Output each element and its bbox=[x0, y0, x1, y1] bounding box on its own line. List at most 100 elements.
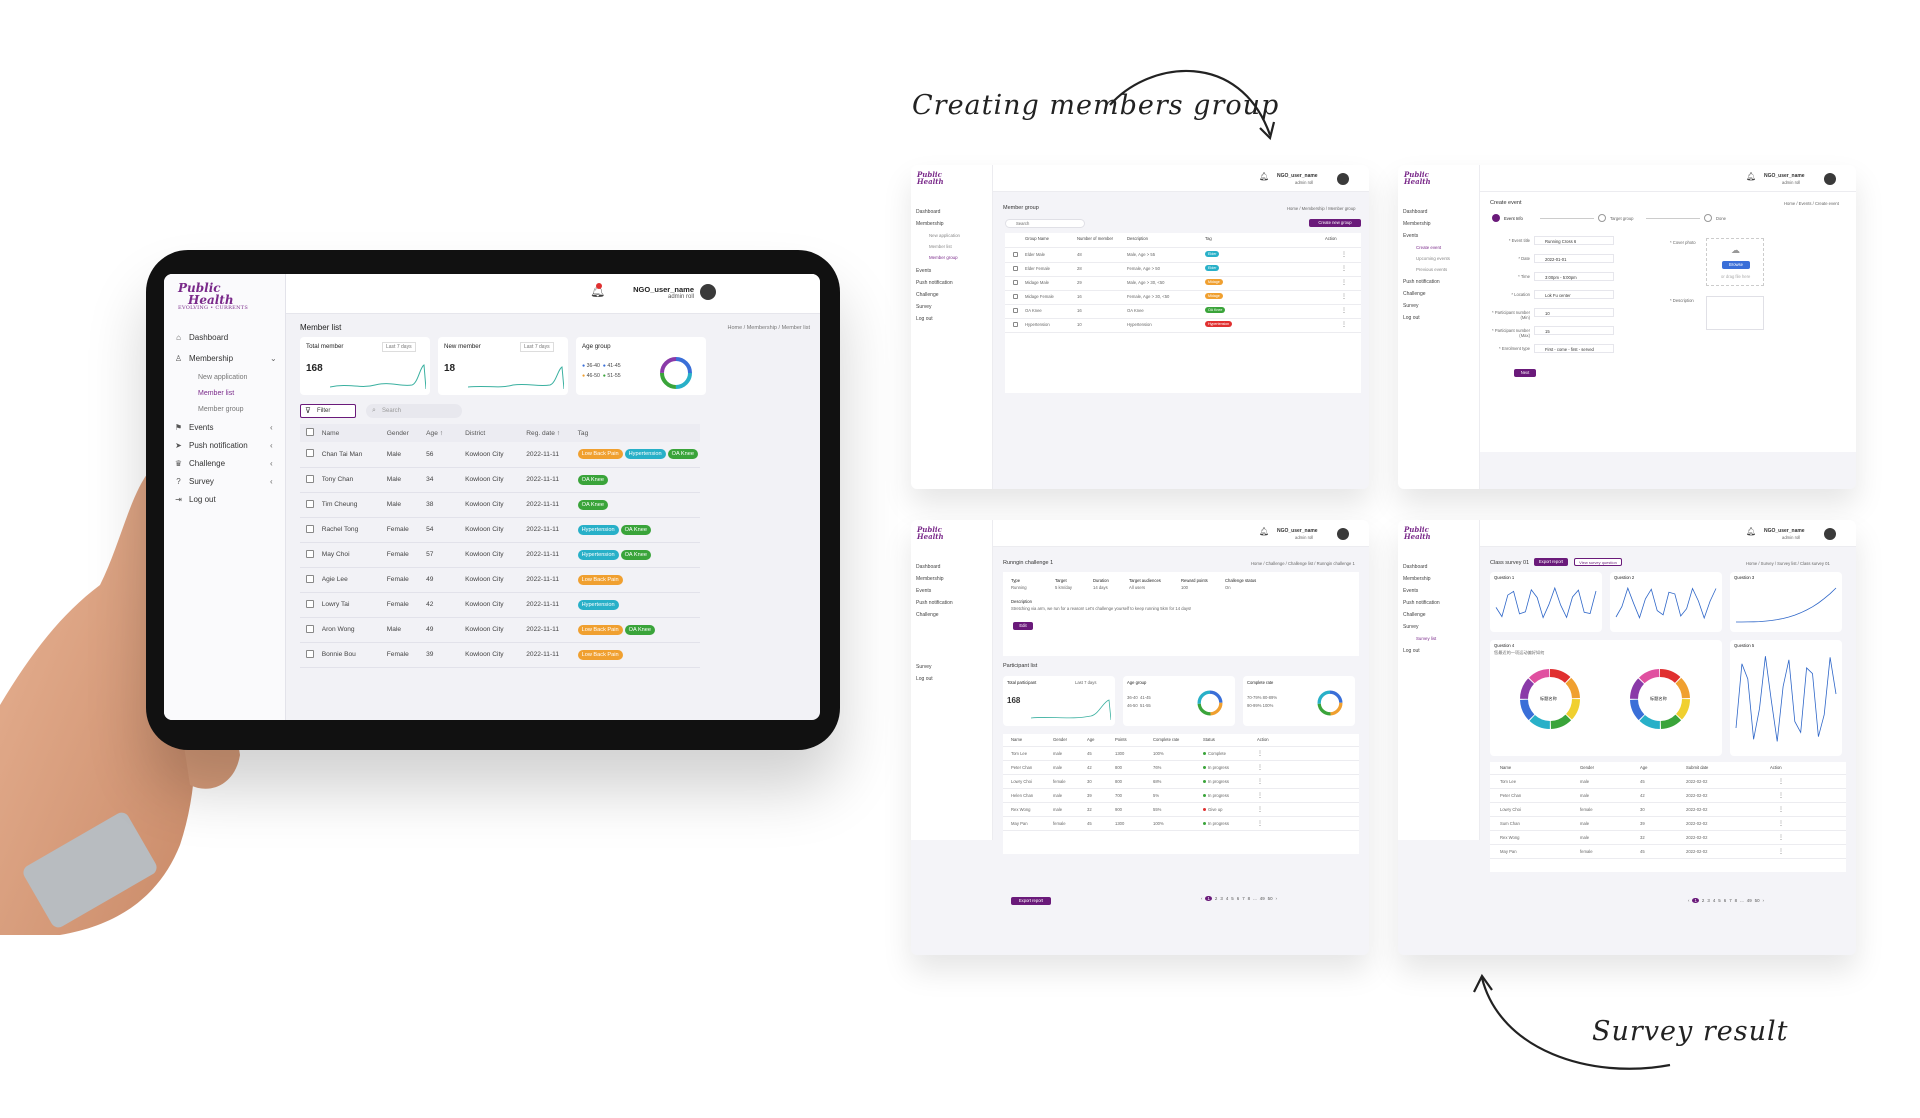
table-row[interactable]: Chan Tai Man Male 56 Kowloon City 2022-11-11… bbox=[300, 442, 700, 468]
col-tag[interactable]: Tag bbox=[577, 424, 700, 442]
more-icon[interactable]: ⋮ bbox=[1257, 765, 1263, 771]
avatar[interactable] bbox=[1824, 528, 1836, 540]
field-input[interactable]: 10 bbox=[1534, 308, 1614, 317]
col-header[interactable]: Points bbox=[1115, 737, 1127, 742]
page-item[interactable]: 49 bbox=[1259, 896, 1265, 901]
table-row[interactable]: Aron Wong Male 49 Kowloon City 2022-11-11 Low… bbox=[300, 617, 700, 643]
sidebar-item-events[interactable]: Events bbox=[1403, 588, 1419, 594]
checkbox[interactable] bbox=[306, 549, 314, 558]
sidebar-item-membership[interactable]: Membership bbox=[916, 221, 944, 227]
sidebar-item-push-notification[interactable]: Push notification bbox=[916, 280, 953, 286]
checkbox[interactable] bbox=[306, 499, 314, 508]
page-item[interactable]: 5 bbox=[1718, 898, 1721, 903]
next-button[interactable]: Next bbox=[1514, 369, 1536, 377]
more-icon[interactable]: ⋮ bbox=[1341, 252, 1347, 258]
col-header[interactable]: Name bbox=[1011, 737, 1023, 742]
sidebar-item-logout[interactable]: Log out bbox=[916, 676, 933, 682]
field-input[interactable]: 2022-01-01 bbox=[1534, 254, 1614, 263]
more-icon[interactable]: ⋮ bbox=[1778, 821, 1784, 827]
sidebar-item-challenge[interactable]: Challenge bbox=[916, 292, 939, 298]
avatar[interactable] bbox=[1337, 528, 1349, 540]
sidebar-item-survey[interactable]: Survey bbox=[1403, 624, 1419, 630]
col-age[interactable]: Age ↑ bbox=[426, 424, 466, 442]
range-select[interactable]: Last 7 days bbox=[520, 342, 554, 352]
col-header[interactable]: Submit date bbox=[1686, 765, 1709, 770]
more-icon[interactable]: ⋮ bbox=[1257, 779, 1263, 785]
page-item[interactable]: 2 bbox=[1214, 896, 1218, 901]
more-icon[interactable]: ⋮ bbox=[1257, 821, 1263, 827]
create-group-button[interactable]: Create new group bbox=[1309, 219, 1361, 227]
bell-icon[interactable]: 🔔︎ bbox=[1259, 172, 1270, 181]
page-item[interactable]: 7 bbox=[1729, 898, 1732, 903]
sidebar-item-survey[interactable]: Survey bbox=[916, 304, 932, 310]
row-select[interactable] bbox=[300, 492, 322, 518]
field-input[interactable]: First - come - first - served bbox=[1534, 344, 1614, 353]
page-next-icon[interactable]: › bbox=[1275, 896, 1278, 901]
more-icon[interactable]: ⋮ bbox=[1341, 294, 1347, 300]
checkbox[interactable] bbox=[1013, 322, 1018, 327]
checkbox[interactable] bbox=[306, 574, 314, 583]
more-icon[interactable]: ⋮ bbox=[1341, 266, 1347, 272]
sidebar-item-dashboard[interactable]: Dashboard bbox=[1403, 209, 1428, 215]
avatar[interactable] bbox=[700, 284, 716, 300]
range-select[interactable]: Last 7 days bbox=[1075, 680, 1097, 685]
field-input[interactable]: 3:00pm - 5:00pm bbox=[1534, 272, 1614, 281]
col-header[interactable]: Action bbox=[1325, 236, 1337, 241]
page-item[interactable]: 8 bbox=[1247, 896, 1251, 901]
col-header[interactable]: Name bbox=[1500, 765, 1512, 770]
sidebar-item-member-group[interactable]: Member group bbox=[198, 406, 244, 413]
page-item[interactable]: 7 bbox=[1242, 896, 1245, 901]
cover-photo-dropzone[interactable]: ☁ Browse or drag file here bbox=[1706, 238, 1764, 286]
page-item[interactable]: 6 bbox=[1236, 896, 1240, 901]
col-header[interactable]: Age bbox=[1087, 737, 1095, 742]
page-item[interactable]: 50 bbox=[1754, 898, 1760, 903]
checkbox[interactable] bbox=[306, 474, 314, 483]
bell-icon[interactable]: 🔔︎ bbox=[1259, 527, 1270, 536]
sidebar-item-survey[interactable]: Survey bbox=[916, 664, 932, 670]
col-name[interactable]: Name bbox=[321, 424, 387, 442]
page-item[interactable]: 2 bbox=[1701, 898, 1705, 903]
checkbox[interactable] bbox=[306, 649, 314, 658]
page-prev-icon[interactable]: ‹ bbox=[1688, 898, 1690, 903]
browse-button[interactable]: Browse bbox=[1722, 261, 1750, 269]
col-header[interactable]: Action bbox=[1257, 737, 1269, 742]
page-item[interactable]: 4 bbox=[1225, 896, 1229, 901]
col-header[interactable]: Number of member bbox=[1077, 236, 1114, 241]
sidebar-item-push-notification[interactable]: Push notification bbox=[1403, 600, 1440, 606]
table-row[interactable]: Agie Lee Female 49 Kowloon City 2022-11-11 Lo… bbox=[300, 567, 700, 593]
field-input[interactable]: Running Cross 6 bbox=[1534, 236, 1614, 245]
field-input[interactable]: Lok Fu center bbox=[1534, 290, 1614, 299]
checkbox[interactable] bbox=[1013, 252, 1018, 257]
checkbox[interactable] bbox=[306, 524, 314, 533]
edit-button[interactable]: Edit bbox=[1013, 622, 1033, 630]
table-row[interactable]: Tony Chan Male 34 Kowloon City 2022-11-11 OA … bbox=[300, 467, 700, 493]
avatar[interactable] bbox=[1337, 173, 1349, 185]
page-item[interactable]: 8 bbox=[1734, 898, 1738, 903]
col-gender[interactable]: Gender bbox=[386, 424, 427, 442]
sidebar-item-membership[interactable]: Membership bbox=[1403, 221, 1431, 227]
more-icon[interactable]: ⋮ bbox=[1778, 807, 1784, 813]
sidebar-item-push-notification[interactable]: ➤ Push notification ‹ bbox=[174, 441, 273, 450]
page-prev-icon[interactable]: ‹ bbox=[1201, 896, 1203, 901]
sidebar-item-membership[interactable]: Membership bbox=[1403, 576, 1431, 582]
col-header[interactable]: Complete rate bbox=[1153, 737, 1180, 742]
sidebar-item-survey[interactable]: ? Survey ‹ bbox=[174, 477, 272, 486]
sidebar-item-events[interactable]: ⚑ Events ‹ bbox=[174, 423, 273, 432]
checkbox[interactable] bbox=[306, 624, 314, 633]
row-select[interactable] bbox=[300, 592, 322, 618]
page-item[interactable]: 4 bbox=[1712, 898, 1716, 903]
page-item[interactable]: 5 bbox=[1231, 896, 1234, 901]
avatar[interactable] bbox=[1824, 173, 1836, 185]
sidebar-item-new-application[interactable]: New application bbox=[198, 374, 248, 381]
row-select[interactable] bbox=[300, 442, 322, 468]
row-select[interactable] bbox=[300, 542, 322, 568]
sidebar-item-logout[interactable]: ⇥ Log out bbox=[174, 495, 216, 504]
sidebar-item-logout[interactable]: Log out bbox=[916, 316, 933, 322]
more-icon[interactable]: ⋮ bbox=[1257, 807, 1263, 813]
search-input[interactable]: ⌕ Search bbox=[366, 404, 462, 418]
row-select[interactable] bbox=[300, 467, 322, 493]
sidebar-item-create-event[interactable]: Create event bbox=[1416, 245, 1442, 250]
more-icon[interactable]: ⋮ bbox=[1257, 793, 1263, 799]
sidebar-item-dashboard[interactable]: Dashboard bbox=[916, 564, 941, 570]
page-item[interactable]: 49 bbox=[1746, 898, 1752, 903]
